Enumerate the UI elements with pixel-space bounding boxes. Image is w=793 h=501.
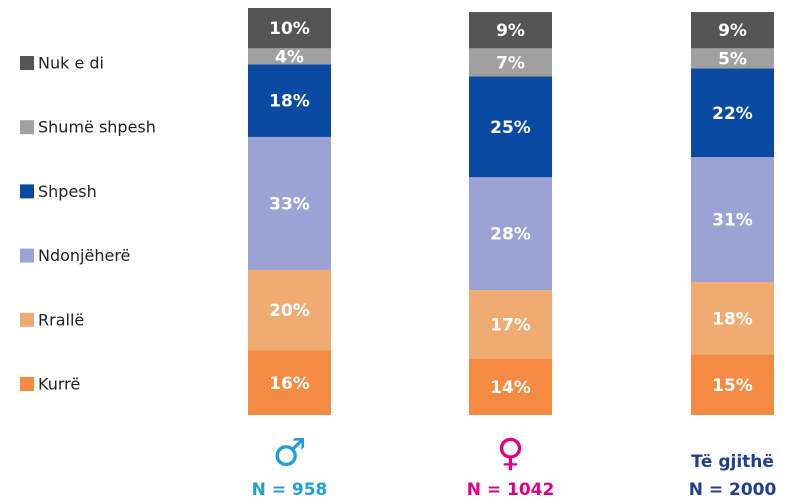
bar-segment	[248, 8, 331, 49]
legend-label: Ndonjëherë	[38, 246, 130, 265]
value-label: 18%	[269, 92, 310, 112]
value-label: 9%	[496, 21, 525, 41]
value-label: 17%	[490, 315, 531, 335]
value-label: 20%	[269, 301, 310, 321]
bar-segment	[248, 48, 331, 65]
bar-segment	[469, 76, 552, 178]
bar-segment	[248, 136, 331, 270]
value-label: 15%	[712, 376, 753, 396]
bar-segment	[469, 358, 552, 415]
legend-swatch	[20, 312, 34, 327]
value-label: 22%	[712, 104, 753, 124]
legend-swatch	[20, 184, 34, 199]
bar-segment	[469, 48, 552, 77]
bar-segment	[691, 282, 774, 355]
bar-segment	[691, 157, 774, 283]
value-label: 25%	[490, 118, 531, 138]
bar-segment	[469, 177, 552, 291]
sample-size: N = 2000	[689, 480, 777, 500]
bar-segment	[691, 68, 774, 158]
legend-swatch	[20, 120, 34, 135]
legend-swatch	[20, 248, 34, 263]
value-label: 16%	[269, 374, 310, 394]
value-label: 33%	[269, 194, 310, 214]
legend-label: Nuk e di	[38, 54, 104, 73]
bar-segment	[248, 269, 331, 351]
value-label: 7%	[496, 53, 525, 73]
value-label: 9%	[718, 21, 747, 41]
bar-segment	[469, 12, 552, 49]
value-label: 31%	[712, 211, 753, 231]
legend-swatch	[20, 377, 34, 391]
value-label: 4%	[275, 47, 304, 67]
value-label: 5%	[718, 49, 747, 69]
value-label: 18%	[712, 309, 753, 329]
category-label: ♀	[497, 431, 525, 475]
bar-segment	[691, 48, 774, 69]
sample-size: N = 1042	[467, 480, 555, 500]
category-label: Të gjithë	[691, 452, 774, 472]
category-label: ♂	[272, 431, 306, 475]
legend-label: Shpesh	[38, 182, 97, 201]
bar-segment	[248, 350, 331, 415]
legend-label: Shumë shpesh	[38, 118, 156, 137]
legend-label: Kurrë	[38, 375, 80, 394]
legend-label: Rrallë	[38, 310, 84, 329]
bar-segment	[691, 12, 774, 49]
bar-segment	[469, 290, 552, 359]
value-label: 14%	[490, 378, 531, 398]
sample-size: N = 958	[252, 480, 328, 500]
bar-segment	[691, 354, 774, 415]
value-label: 10%	[269, 19, 310, 39]
legend-swatch	[20, 56, 34, 70]
bar-segment	[248, 64, 331, 137]
value-label: 28%	[490, 225, 531, 245]
